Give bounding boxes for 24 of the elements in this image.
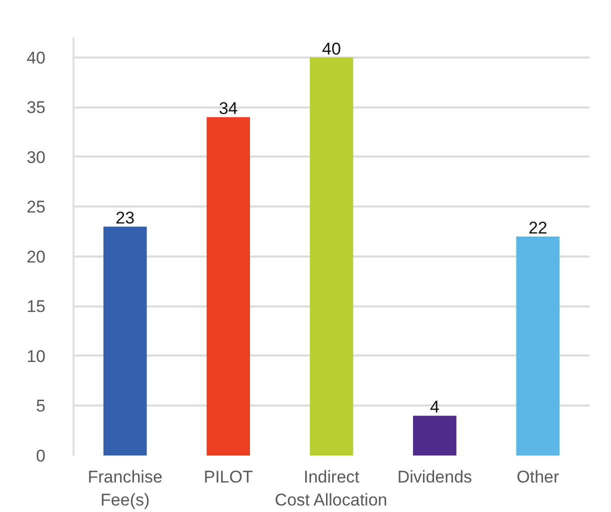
bar — [516, 236, 560, 456]
x-tick-label: Dividends — [397, 468, 472, 486]
y-tick-label: 30 — [26, 148, 46, 167]
bar — [206, 117, 250, 456]
y-tick-label: 15 — [26, 297, 46, 316]
x-tick-label: Indirect Cost Allocation — [274, 468, 388, 510]
y-tick-label: 40 — [26, 48, 46, 68]
data-label: 40 — [322, 39, 341, 58]
x-tick-label: Franchise Fee(s) — [88, 468, 162, 510]
data-label: 34 — [218, 99, 238, 118]
data-label: 22 — [528, 218, 548, 238]
bar — [413, 416, 456, 456]
x-tick-label: Other — [516, 468, 560, 486]
y-tick-label: 25 — [26, 198, 46, 217]
bar — [103, 226, 147, 456]
x-tick-label: PILOT — [204, 468, 253, 486]
y-tick-label: 35 — [26, 98, 46, 118]
y-tick-label: 5 — [36, 396, 46, 416]
y-tick-label: 0 — [36, 446, 46, 466]
data-label: 4 — [430, 398, 440, 417]
y-tick-label: 10 — [26, 346, 46, 366]
bar — [310, 57, 354, 456]
data-label: 23 — [116, 208, 135, 228]
y-tick-label: 20 — [26, 247, 46, 266]
